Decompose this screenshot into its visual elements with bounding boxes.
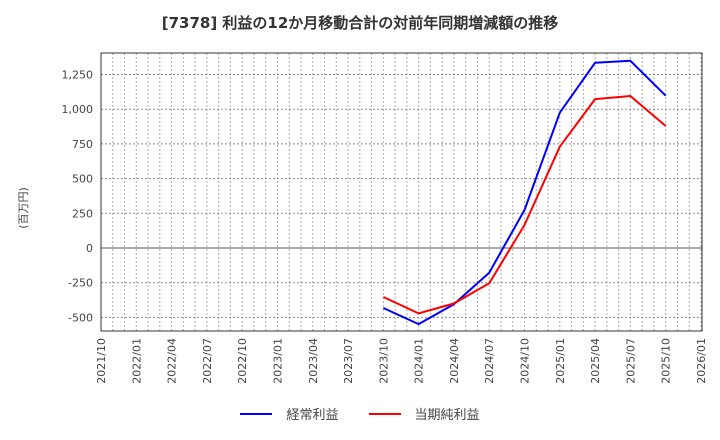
y-tick-label: -500 bbox=[68, 311, 93, 324]
x-tick-label: 2022/01 bbox=[130, 338, 143, 384]
x-tick-label: 2023/07 bbox=[342, 338, 355, 384]
legend-line-icon bbox=[368, 412, 401, 415]
legend: 経常利益 当期純利益 bbox=[0, 404, 720, 423]
y-tick-label: 0 bbox=[86, 242, 93, 255]
x-tick-label: 2025/04 bbox=[589, 338, 602, 384]
x-tick-label: 2023/10 bbox=[377, 338, 390, 384]
x-tick-label: 2022/04 bbox=[166, 338, 179, 384]
x-tick-label: 2025/07 bbox=[624, 338, 637, 384]
legend-line-icon bbox=[240, 412, 273, 415]
legend-label: 経常利益 bbox=[286, 408, 339, 423]
legend-item: 経常利益 bbox=[240, 404, 339, 423]
x-tick-label: 2025/10 bbox=[660, 338, 673, 384]
x-tick-label: 2024/10 bbox=[519, 338, 532, 384]
x-tick-label: 2022/07 bbox=[201, 338, 214, 384]
legend-label: 当期純利益 bbox=[414, 408, 480, 423]
x-tick-label: 2025/01 bbox=[554, 338, 567, 384]
y-tick-label: 500 bbox=[72, 173, 93, 186]
x-tick-label: 2026/01 bbox=[695, 338, 708, 384]
axes bbox=[100, 52, 703, 332]
y-tick-label: -250 bbox=[68, 277, 93, 290]
y-tick-label: 250 bbox=[72, 207, 93, 220]
x-tick-label: 2022/10 bbox=[236, 338, 249, 384]
x-tick-label: 2023/04 bbox=[307, 338, 320, 384]
y-tick-label: 750 bbox=[72, 138, 93, 151]
x-tick-label: 2023/01 bbox=[271, 338, 284, 384]
x-tick-label: 2024/04 bbox=[448, 338, 461, 384]
x-tick-label: 2021/10 bbox=[95, 338, 108, 384]
series-line bbox=[382, 59, 667, 326]
x-tick-label: 2024/01 bbox=[413, 338, 426, 384]
y-tick-label: 1,000 bbox=[62, 103, 94, 116]
legend-item: 当期純利益 bbox=[368, 404, 480, 423]
series-line bbox=[382, 95, 667, 315]
x-tick-labels: 2021/10 2022/01 2022/04 2022/07 2022/10 2023/… bbox=[95, 338, 708, 384]
chart-title: [7378] 利益の12か月移動合計の対前年同期増減額の推移 bbox=[161, 14, 559, 32]
grid-lines bbox=[101, 53, 702, 331]
x-tick-label: 2024/07 bbox=[483, 338, 496, 384]
y-tick-labels: -500 -250 0 250 500 750 1,000 1,250 bbox=[62, 69, 94, 325]
series-lines bbox=[382, 59, 667, 326]
y-tick-label: 1,250 bbox=[62, 69, 94, 82]
